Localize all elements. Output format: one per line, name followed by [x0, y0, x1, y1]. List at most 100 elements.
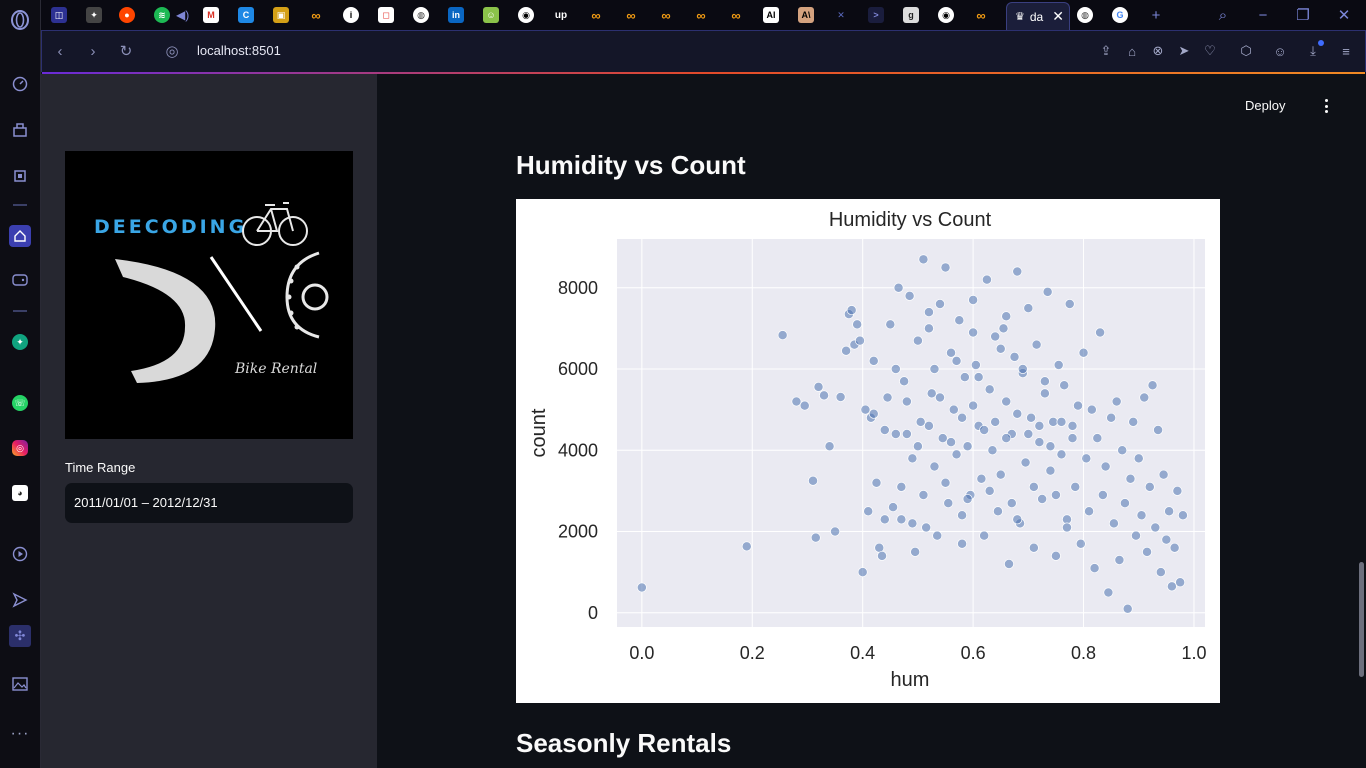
scatter-point	[1017, 364, 1028, 374]
tab-favicon-anthropic-icon[interactable]: A\	[798, 4, 828, 26]
tab-favicon-info-icon[interactable]: i	[343, 4, 373, 26]
chatgpt-icon[interactable]: ✦	[9, 331, 31, 353]
scatter-point	[937, 433, 948, 444]
deploy-button[interactable]: Deploy	[1245, 98, 1286, 113]
tab-search-icon[interactable]: ⌕	[1218, 6, 1228, 24]
back-icon[interactable]: ‹	[57, 42, 63, 60]
tab-favicon-reddit-icon[interactable]: ●	[119, 4, 149, 26]
scatter-point	[1177, 510, 1188, 521]
tab-favicon-infinity-icon[interactable]: ∞	[696, 7, 706, 23]
ai-chip-icon[interactable]	[9, 165, 31, 187]
camera-icon[interactable]: ⌂	[1128, 43, 1136, 59]
crypto-wallet-icon[interactable]	[9, 119, 31, 141]
scatter-point	[1086, 404, 1097, 415]
tab-favicon-infinity-icon[interactable]: ∞	[661, 7, 671, 23]
scatter-point	[948, 404, 959, 415]
tab-audio-icon[interactable]: ◀)	[176, 8, 190, 22]
tab-favicon-ide-icon[interactable]: ▣	[273, 4, 303, 26]
player-icon[interactable]	[9, 543, 31, 565]
site-globe-icon[interactable]: ◎	[165, 43, 179, 60]
scatter-point	[915, 416, 926, 427]
tab-favicon-infinity-icon[interactable]: ∞	[591, 7, 601, 23]
menu-icon[interactable]: ≡	[1342, 43, 1350, 59]
streamlit-crown-icon: ♛	[1015, 11, 1025, 23]
heart-icon[interactable]: ♡	[1204, 43, 1216, 58]
share-icon[interactable]: ⇪	[1100, 43, 1112, 58]
tab-favicon-google-icon[interactable]: G	[1112, 4, 1142, 26]
close-window-icon[interactable]: ✕	[1337, 7, 1351, 24]
tab-favicon-globe-icon[interactable]: ◍	[1077, 4, 1107, 26]
instagram-icon[interactable]: ◎	[9, 437, 31, 459]
scatter-point	[1028, 481, 1039, 492]
tab-favicon-ai-icon[interactable]: AI	[763, 4, 793, 26]
scatter-point	[984, 384, 995, 395]
scatter-point	[907, 453, 918, 464]
scatter-point	[1006, 498, 1017, 509]
extension-icon[interactable]: ✣	[9, 625, 31, 647]
scatter-point	[959, 372, 970, 383]
tab-favicon-smiley-icon[interactable]: ☺	[483, 4, 513, 26]
tab-favicon-chatgpt-icon[interactable]: ✦	[86, 4, 116, 26]
whatsapp-icon[interactable]: ☏	[9, 392, 31, 414]
speed-dial-icon[interactable]	[9, 73, 31, 95]
cube-icon[interactable]: ⬡	[1240, 43, 1252, 58]
kebab-menu-icon[interactable]	[1317, 96, 1335, 116]
tab-favicon-upwork-icon[interactable]: up	[554, 9, 568, 21]
scatter-point	[990, 416, 1001, 427]
scatter-point	[1045, 441, 1056, 452]
tab-active[interactable]: ♛ da ✕	[1006, 2, 1070, 30]
tab-favicon-infinity-icon[interactable]: ∞	[976, 7, 986, 23]
scatter-point	[1089, 563, 1100, 574]
send-icon[interactable]: ➤	[1178, 43, 1190, 58]
time-range-input[interactable]: 2011/01/01 – 2012/12/31	[65, 483, 353, 523]
main-content: Deploy Humidity vs Count 0.0 0.2 0.4 0.6 0.8…	[377, 74, 1366, 768]
scatter-point	[979, 425, 990, 435]
tab-favicon-gaming-icon[interactable]: ◫	[51, 4, 81, 26]
tab-favicon-infinity-icon[interactable]: ∞	[311, 7, 321, 23]
gaming-workspace-icon[interactable]	[9, 269, 31, 291]
scatter-point	[1031, 339, 1042, 350]
restore-icon[interactable]: ❐	[1296, 7, 1310, 24]
scatter-point	[877, 550, 887, 561]
tab-favicon-linkedin-icon[interactable]: in	[448, 4, 478, 26]
gallery-icon[interactable]	[9, 673, 31, 695]
tab-favicon-pin-icon[interactable]: ✕	[837, 9, 845, 20]
scatter-point	[885, 319, 896, 330]
new-tab-icon[interactable]: +	[1151, 6, 1161, 24]
tab-favicon-box-icon[interactable]: ◻	[378, 4, 408, 26]
tab-favicon-gmail-icon[interactable]: M	[203, 4, 233, 26]
discord-icon[interactable]: ◕	[9, 482, 31, 504]
url-field[interactable]: localhost:8501	[197, 43, 281, 58]
y-tick-label: 2000	[558, 522, 598, 542]
more-dots-icon[interactable]: ···	[10, 725, 30, 742]
tab-favicon-github-icon[interactable]: ◉	[518, 4, 548, 26]
reload-icon[interactable]: ↻	[119, 43, 133, 60]
profile-icon[interactable]: ☺	[1273, 43, 1287, 59]
tab-favicon-github-icon[interactable]: ◉	[938, 4, 968, 26]
scatter-point	[981, 274, 992, 285]
scatter-point	[968, 400, 979, 411]
scatter-point	[830, 526, 841, 537]
x-tick-label: 1.0	[1181, 643, 1206, 663]
workspace-home-icon[interactable]	[9, 225, 31, 247]
send-icon[interactable]	[9, 589, 31, 611]
tab-favicon-infinity-icon[interactable]: ∞	[731, 7, 741, 23]
opera-logo-icon[interactable]	[9, 9, 31, 31]
download-icon[interactable]: ⤓	[1304, 40, 1324, 60]
minimize-icon[interactable]: −	[1258, 6, 1268, 24]
tab-favicon-infinity-icon[interactable]: ∞	[626, 7, 636, 23]
scatter-point	[1056, 449, 1067, 460]
tab-favicon-g-icon[interactable]: g	[903, 4, 933, 26]
forward-icon[interactable]: ›	[90, 42, 96, 60]
tab-favicon-c-icon[interactable]: C	[238, 4, 268, 26]
close-tab-icon[interactable]: ✕	[1052, 8, 1064, 24]
tab-favicon-globe-icon[interactable]: ◍	[413, 4, 443, 26]
scatter-point	[893, 282, 904, 293]
scatter-point	[954, 315, 965, 326]
tab-favicon-spotify-icon[interactable]: ≋	[154, 4, 184, 26]
scatter-point	[741, 541, 752, 552]
page-scrollbar[interactable]	[1359, 562, 1364, 677]
adblock-icon[interactable]: ⊗	[1152, 43, 1164, 58]
scatter-point	[940, 477, 951, 488]
tab-favicon-prompt-icon[interactable]: >	[868, 4, 898, 26]
